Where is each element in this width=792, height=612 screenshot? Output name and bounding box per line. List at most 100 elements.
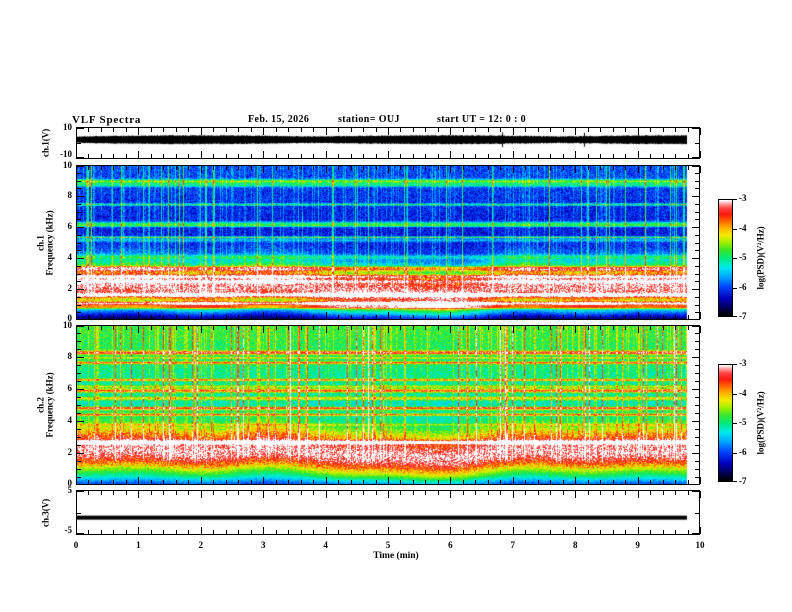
- axis-tick: [600, 530, 601, 534]
- axis-tick: [288, 480, 289, 484]
- axis-tick: [695, 429, 699, 430]
- axis-tick: [363, 326, 364, 330]
- axis-tick: [695, 437, 699, 438]
- axis-tick: [513, 151, 514, 158]
- axis-tick: [575, 477, 576, 484]
- axis-tick: [77, 413, 81, 414]
- axis-tick: [201, 527, 202, 534]
- axis-tick: [625, 491, 626, 495]
- axis-tick: [151, 154, 152, 158]
- start-time-label: start UT = 12: 0 : 0: [437, 114, 527, 125]
- axis-tick: [276, 128, 277, 132]
- axis-tick: [625, 530, 626, 534]
- axis-tick: [563, 166, 564, 170]
- axis-tick: [450, 128, 451, 135]
- axis-tick: [77, 484, 84, 485]
- axis-tick: [77, 333, 81, 334]
- axis-tick: [138, 326, 139, 333]
- axis-tick: [438, 128, 439, 132]
- axis-tick: [488, 530, 489, 534]
- axis-tick: [575, 527, 576, 534]
- axis-tick: [413, 154, 414, 158]
- axis-tick: [363, 128, 364, 132]
- axis-tick: [101, 166, 102, 170]
- axis-tick: [113, 530, 114, 534]
- x-tick-label: 8: [572, 540, 578, 550]
- axis-tick: [163, 315, 164, 319]
- axis-tick: [251, 315, 252, 319]
- axis-tick: [538, 480, 539, 484]
- axis-tick: [438, 491, 439, 495]
- axis-tick: [77, 381, 81, 382]
- y-tick-label: 0: [67, 313, 73, 323]
- axis-tick: [700, 312, 701, 319]
- colorbar-tick: [733, 199, 737, 200]
- axis-tick: [695, 405, 699, 406]
- axis-tick: [238, 315, 239, 319]
- axis-tick: [550, 480, 551, 484]
- axis-tick: [77, 349, 81, 350]
- axis-tick: [213, 480, 214, 484]
- axis-tick: [500, 491, 501, 495]
- colorbar-tick-label: -4: [739, 388, 747, 398]
- colorbar-tick-label: -7: [739, 476, 747, 486]
- axis-tick: [326, 477, 327, 484]
- axis-tick: [625, 166, 626, 170]
- axis-tick: [301, 480, 302, 484]
- axis-tick: [700, 477, 701, 484]
- axis-tick: [301, 326, 302, 330]
- axis-tick: [77, 421, 84, 422]
- axis-tick: [388, 128, 389, 135]
- axis-tick: [188, 128, 189, 132]
- axis-tick: [588, 491, 589, 495]
- axis-tick: [695, 173, 699, 174]
- axis-tick: [363, 315, 364, 319]
- axis-tick: [201, 312, 202, 319]
- axis-tick: [376, 128, 377, 132]
- axis-tick: [113, 166, 114, 170]
- axis-tick: [213, 166, 214, 170]
- axis-tick: [76, 166, 77, 173]
- axis-tick: [700, 128, 701, 135]
- colorbar-tick-label: -3: [739, 193, 747, 203]
- axis-tick: [695, 469, 699, 470]
- axis-tick: [77, 513, 81, 514]
- axis-tick: [77, 157, 84, 158]
- axis-tick: [276, 480, 277, 484]
- y-tick-label: -10: [60, 149, 72, 159]
- axis-tick: [226, 530, 227, 534]
- axis-tick: [463, 315, 464, 319]
- axis-tick: [695, 250, 699, 251]
- axis-tick: [692, 357, 699, 358]
- axis-tick: [613, 154, 614, 158]
- axis-tick: [113, 491, 114, 495]
- y-tick-label: 4: [67, 252, 73, 262]
- axis-tick: [388, 527, 389, 534]
- axis-tick: [77, 166, 84, 167]
- colorbar-ch1-title: log(PSD)(V²/Hz): [755, 226, 766, 290]
- axis-tick: [113, 326, 114, 330]
- axis-tick: [563, 480, 564, 484]
- axis-tick: [77, 312, 81, 313]
- axis-tick: [588, 326, 589, 330]
- axis-tick: [77, 250, 81, 251]
- axis-tick: [425, 530, 426, 534]
- axis-tick: [613, 128, 614, 132]
- axis-tick: [438, 154, 439, 158]
- axis-tick: [650, 128, 651, 132]
- axis-tick: [575, 151, 576, 158]
- axis-tick: [650, 530, 651, 534]
- axis-tick: [692, 128, 699, 129]
- axis-tick: [438, 315, 439, 319]
- axis-tick: [151, 315, 152, 319]
- axis-tick: [663, 154, 664, 158]
- axis-tick: [163, 128, 164, 132]
- axis-tick: [692, 166, 699, 167]
- axis-tick: [226, 154, 227, 158]
- axis-tick: [138, 166, 139, 173]
- axis-tick: [463, 480, 464, 484]
- colorbar-tick-label: -3: [739, 358, 747, 368]
- axis-tick: [288, 154, 289, 158]
- x-tick-label: 7: [510, 540, 516, 550]
- axis-tick: [600, 154, 601, 158]
